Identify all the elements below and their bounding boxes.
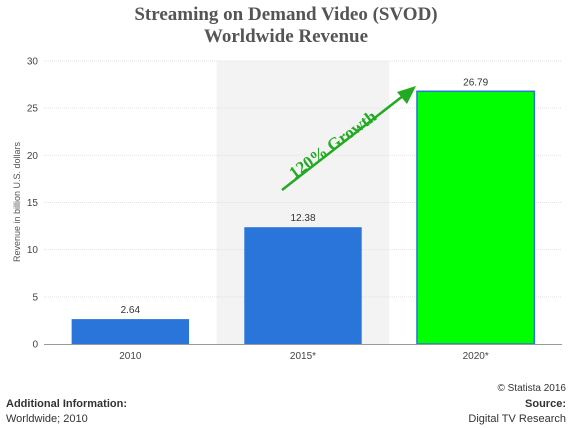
bar-value-label: 26.79 <box>463 77 488 88</box>
additional-info-label: Additional Information: <box>6 398 127 410</box>
bar-value-label: 2.64 <box>121 305 141 316</box>
x-tick-label: 2020* <box>463 351 489 362</box>
y-tick-label: 5 <box>32 292 38 303</box>
bar-2015 <box>244 227 362 344</box>
y-tick-label: 15 <box>27 198 39 209</box>
source-value: Digital TV Research <box>468 413 566 425</box>
additional-info-value: Worldwide; 2010 <box>6 413 88 425</box>
y-tick-label: 10 <box>27 245 39 256</box>
x-tick-label: 2010 <box>119 351 142 362</box>
bar-2020 <box>416 90 536 345</box>
y-axis-label: Revenue in billion U.S. dollars <box>12 141 22 262</box>
x-tick-label: 2015* <box>290 351 316 362</box>
growth-arrow-line <box>281 91 409 191</box>
chart-title-line2: Worldwide Revenue <box>203 26 369 47</box>
y-tick-label: 25 <box>27 104 39 115</box>
growth-arrow-head <box>397 86 416 104</box>
y-tick-label: 20 <box>27 151 39 162</box>
y-tick-label: 0 <box>32 340 38 351</box>
bar-value-label: 12.38 <box>290 213 315 224</box>
y-tick-label: 30 <box>27 57 39 68</box>
copyright-text: © Statista 2016 <box>497 383 566 394</box>
bar-2010 <box>71 319 190 344</box>
chart-title-line1: Streaming on Demand Video (SVOD) <box>134 4 438 25</box>
source-label: Source: <box>525 398 566 410</box>
